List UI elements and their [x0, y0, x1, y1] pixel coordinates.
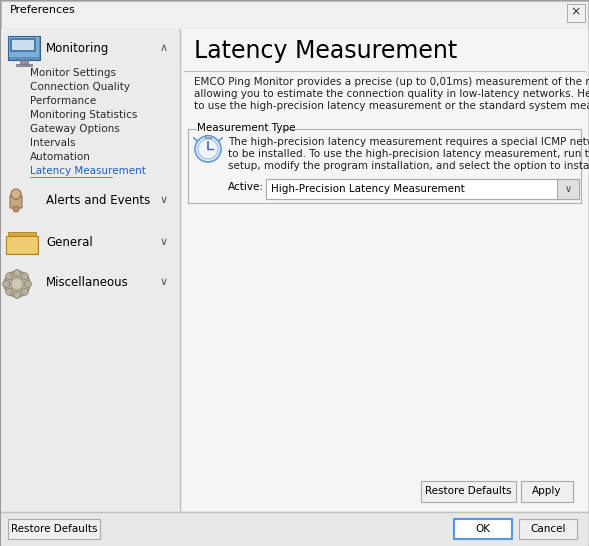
- Circle shape: [13, 206, 19, 212]
- Circle shape: [21, 288, 28, 295]
- Circle shape: [14, 292, 21, 299]
- Text: General: General: [46, 236, 92, 249]
- FancyBboxPatch shape: [1, 29, 180, 511]
- FancyBboxPatch shape: [454, 519, 512, 539]
- Circle shape: [195, 136, 221, 162]
- Text: Measurement Type: Measurement Type: [197, 123, 296, 133]
- Circle shape: [6, 288, 13, 295]
- FancyBboxPatch shape: [1, 1, 588, 29]
- Text: Performance: Performance: [30, 96, 96, 106]
- Text: OK: OK: [475, 524, 491, 534]
- FancyBboxPatch shape: [421, 481, 516, 502]
- Text: Monitoring: Monitoring: [46, 42, 110, 55]
- Text: Cancel: Cancel: [530, 524, 566, 534]
- Text: ×: ×: [571, 5, 581, 18]
- Text: Monitor Settings: Monitor Settings: [30, 68, 116, 78]
- FancyBboxPatch shape: [6, 236, 38, 254]
- Circle shape: [25, 281, 31, 288]
- Text: allowing you to estimate the connection quality in low-latency networks. Here yo: allowing you to estimate the connection …: [194, 89, 589, 99]
- Text: Latency Measurement: Latency Measurement: [194, 39, 457, 63]
- Text: Alerts and Events: Alerts and Events: [46, 194, 150, 207]
- Text: Miscellaneous: Miscellaneous: [46, 276, 129, 289]
- FancyBboxPatch shape: [1, 512, 588, 546]
- Text: Preferences: Preferences: [10, 5, 76, 15]
- Circle shape: [6, 272, 13, 280]
- Text: Restore Defaults: Restore Defaults: [425, 486, 511, 496]
- Text: to be installed. To use the high-precision latency measurement, run the program: to be installed. To use the high-precisi…: [228, 149, 589, 159]
- FancyBboxPatch shape: [519, 519, 577, 539]
- Text: Connection Quality: Connection Quality: [30, 82, 130, 92]
- Text: Active:: Active:: [228, 182, 264, 192]
- Text: ∨: ∨: [160, 195, 168, 205]
- Circle shape: [2, 281, 9, 288]
- Text: The high-precision latency measurement requires a special ICMP network filter dr: The high-precision latency measurement r…: [228, 137, 589, 147]
- Text: Restore Defaults: Restore Defaults: [11, 524, 97, 534]
- FancyBboxPatch shape: [20, 60, 28, 64]
- Circle shape: [21, 272, 28, 280]
- Text: Gateway Options: Gateway Options: [30, 124, 120, 134]
- Polygon shape: [10, 190, 22, 208]
- FancyBboxPatch shape: [7, 237, 37, 253]
- FancyBboxPatch shape: [12, 40, 34, 50]
- Text: High-Precision Latency Measurement: High-Precision Latency Measurement: [271, 184, 465, 194]
- Text: Monitoring Statistics: Monitoring Statistics: [30, 110, 137, 120]
- Text: ∨: ∨: [160, 277, 168, 287]
- Circle shape: [11, 189, 21, 199]
- FancyBboxPatch shape: [8, 232, 36, 236]
- FancyBboxPatch shape: [205, 135, 211, 138]
- FancyBboxPatch shape: [10, 38, 36, 52]
- Circle shape: [11, 278, 23, 290]
- Circle shape: [4, 271, 30, 297]
- Text: ∨: ∨: [160, 237, 168, 247]
- FancyBboxPatch shape: [180, 29, 588, 511]
- FancyBboxPatch shape: [8, 36, 40, 60]
- Text: Latency Measurement: Latency Measurement: [30, 166, 146, 176]
- Text: ∧: ∧: [160, 43, 168, 53]
- FancyBboxPatch shape: [266, 179, 579, 199]
- Text: EMCO Ping Monitor provides a precise (up to 0,01ms) measurement of the network l: EMCO Ping Monitor provides a precise (up…: [194, 77, 589, 87]
- Text: Intervals: Intervals: [30, 138, 75, 148]
- FancyBboxPatch shape: [16, 64, 32, 66]
- Text: Automation: Automation: [30, 152, 91, 162]
- FancyBboxPatch shape: [521, 481, 573, 502]
- Circle shape: [14, 270, 21, 276]
- FancyBboxPatch shape: [567, 4, 585, 22]
- Text: ∨: ∨: [564, 184, 571, 194]
- Text: Apply: Apply: [532, 486, 562, 496]
- FancyBboxPatch shape: [8, 519, 100, 539]
- FancyBboxPatch shape: [557, 179, 579, 199]
- Circle shape: [198, 139, 218, 159]
- Text: setup, modify the program installation, and select the option to install the dri: setup, modify the program installation, …: [228, 161, 589, 171]
- Text: to use the high-precision latency measurement or the standard system measurement: to use the high-precision latency measur…: [194, 101, 589, 111]
- FancyBboxPatch shape: [9, 37, 39, 57]
